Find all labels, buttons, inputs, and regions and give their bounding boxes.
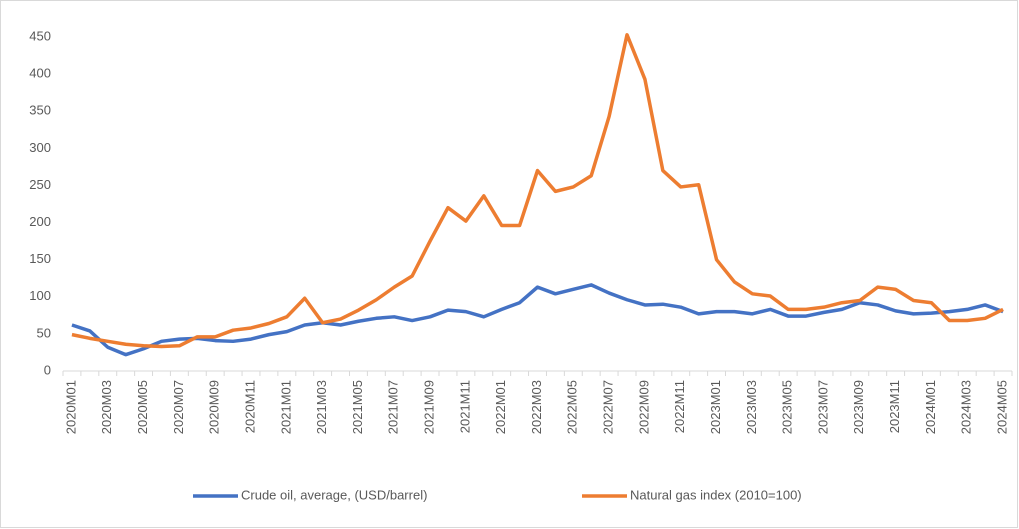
- x-tick-label: 2021M01: [278, 380, 293, 434]
- series-line: [71, 283, 1004, 357]
- legend-label: Natural gas index (2010=100): [630, 487, 802, 502]
- y-tick-label: 450: [29, 28, 51, 43]
- x-tick-label: 2022M11: [672, 380, 687, 433]
- y-tick-label: 250: [29, 177, 51, 192]
- x-tick-label: 2023M05: [780, 380, 795, 434]
- y-tick-label: 50: [37, 325, 51, 340]
- y-tick-label: 100: [29, 288, 51, 303]
- x-tick-label: 2020M03: [99, 380, 114, 434]
- x-tick-label: 2020M05: [135, 380, 150, 434]
- x-tick-label: 2022M09: [636, 380, 651, 434]
- x-tick-label: 2023M01: [708, 380, 723, 434]
- x-tick-label: 2020M01: [63, 380, 78, 434]
- x-tick-label: 2023M09: [851, 380, 866, 434]
- x-tick-label: 2022M03: [529, 380, 544, 434]
- x-tick-label: 2024M03: [959, 380, 974, 434]
- x-tick-label: 2023M07: [815, 380, 830, 434]
- y-tick-label: 350: [29, 103, 51, 118]
- y-tick-label: 400: [29, 66, 51, 81]
- x-tick-label: 2024M01: [923, 380, 938, 434]
- y-tick-label: 300: [29, 140, 51, 155]
- x-tick-label: 2021M03: [314, 380, 329, 434]
- y-tick-label: 0: [44, 362, 51, 377]
- x-tick-label: 2021M07: [386, 380, 401, 434]
- x-tick-label: 2024M05: [994, 380, 1009, 434]
- x-tick-label: 2020M09: [207, 380, 222, 434]
- x-tick-label: 2020M07: [171, 380, 186, 434]
- x-tick-label: 2022M05: [565, 380, 580, 434]
- x-tick-label: 2020M11: [242, 380, 257, 433]
- series-line: [71, 33, 1004, 349]
- y-tick-label: 150: [29, 251, 51, 266]
- x-tick-label: 2021M09: [422, 380, 437, 434]
- x-tick-label: 2023M03: [744, 380, 759, 434]
- legend-label: Crude oil, average, (USD/barrel): [241, 487, 427, 502]
- x-tick-label: 2022M01: [493, 380, 508, 434]
- x-tick-label: 2021M11: [457, 380, 472, 433]
- x-tick-label: 2021M05: [350, 380, 365, 434]
- x-tick-label: 2023M11: [887, 380, 902, 433]
- x-tick-label: 2022M07: [601, 380, 616, 434]
- y-tick-label: 200: [29, 214, 51, 229]
